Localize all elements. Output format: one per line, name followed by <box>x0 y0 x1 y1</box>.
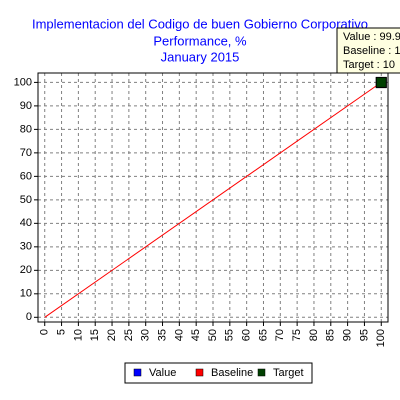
x-tick-label: 45 <box>190 329 202 341</box>
legend-swatch <box>195 368 204 377</box>
y-tick-label: 80 <box>20 123 32 135</box>
x-tick-label: 25 <box>123 329 135 341</box>
marker <box>375 76 387 88</box>
legend-swatch <box>257 368 266 377</box>
y-tick-label: 40 <box>20 217 32 229</box>
x-tick-label: 55 <box>224 329 236 341</box>
x-tick-label: 75 <box>291 329 303 341</box>
x-tick-label: 70 <box>274 329 286 341</box>
tooltip-box <box>336 27 400 74</box>
legend-box <box>124 362 313 384</box>
tooltip: Value : 99.9 Baseline : 10 Target : 10 <box>336 27 400 74</box>
y-tick-label: 60 <box>20 170 32 182</box>
tooltip-line: Value : 99.9 <box>343 31 400 43</box>
x-tick-label: 80 <box>308 329 320 341</box>
x-tick-label: 20 <box>106 329 118 341</box>
x-tick-label: 40 <box>173 329 185 341</box>
tooltip-line: Baseline : 10 <box>343 45 400 57</box>
chart-title: Implementacion del Codigo de buen Gobier… <box>32 16 368 31</box>
x-tick-label: 95 <box>358 329 370 341</box>
plot-frame <box>37 72 389 323</box>
chart-date: January 2015 <box>161 49 240 64</box>
chart-subtitle: Performance, % <box>153 33 247 48</box>
x-tick-label: 85 <box>325 329 337 341</box>
x-tick-label: 5 <box>55 329 67 335</box>
y-tick-label: 30 <box>20 241 32 253</box>
y-tick-label: 90 <box>20 100 32 112</box>
x-tick-label: 10 <box>72 329 84 341</box>
legend-label: Target <box>273 367 304 379</box>
legend-label: Value <box>149 367 176 379</box>
x-tick-label: 30 <box>140 329 152 341</box>
x-tick-label: 0 <box>39 329 51 335</box>
tooltip-line: Target : 10 <box>343 59 395 71</box>
y-tick-label: 10 <box>20 288 32 300</box>
y-tick-label: 0 <box>26 311 32 323</box>
plot-background <box>38 73 388 322</box>
y-tick-label: 70 <box>20 147 32 159</box>
legend: Value Baseline Target <box>133 367 304 379</box>
x-tick-label: 60 <box>241 329 253 341</box>
x-tick-label: 90 <box>342 329 354 341</box>
series-line <box>44 81 382 318</box>
x-tick-label: 50 <box>207 329 219 341</box>
y-tick-label: 20 <box>20 264 32 276</box>
y-tick-label: 100 <box>14 76 32 88</box>
y-tick-label: 50 <box>20 194 32 206</box>
legend-label: Baseline <box>211 367 253 379</box>
x-tick-label: 65 <box>257 329 269 341</box>
x-tick-label: 100 <box>375 329 387 347</box>
legend-swatch <box>133 368 142 377</box>
x-tick-label: 15 <box>89 329 101 341</box>
x-tick-label: 35 <box>156 329 168 341</box>
